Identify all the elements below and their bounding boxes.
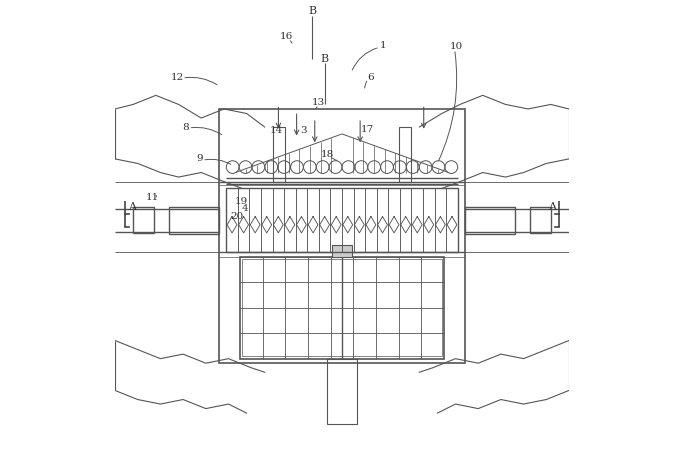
Text: 20: 20	[230, 212, 244, 221]
Text: 8: 8	[182, 123, 189, 132]
Text: 16: 16	[280, 32, 293, 41]
Text: 17: 17	[360, 125, 373, 134]
Bar	[326, 359, 358, 424]
Text: A: A	[129, 202, 136, 212]
Bar	[530, 207, 551, 233]
Text: 3: 3	[300, 126, 307, 135]
Bar	[332, 245, 352, 257]
Text: 18: 18	[321, 150, 334, 159]
Text: 10: 10	[450, 42, 464, 51]
Text: 11: 11	[146, 193, 159, 202]
Bar	[133, 207, 154, 233]
Text: B: B	[321, 54, 329, 64]
Text: 13: 13	[312, 98, 325, 107]
Text: 12: 12	[171, 73, 184, 82]
Bar	[273, 127, 285, 182]
Text: 14: 14	[270, 126, 283, 135]
Text: 1: 1	[380, 41, 386, 50]
Bar	[464, 207, 514, 234]
Bar	[170, 207, 220, 234]
Text: B: B	[308, 6, 317, 16]
Bar	[226, 188, 458, 252]
Text: 9: 9	[196, 154, 203, 163]
Bar	[399, 127, 411, 182]
Text: A: A	[548, 202, 555, 212]
Bar	[220, 109, 464, 363]
Bar	[240, 257, 444, 359]
Text: 4: 4	[242, 204, 248, 213]
Text: 6: 6	[367, 73, 374, 82]
Text: 19: 19	[235, 197, 248, 206]
Bar	[242, 259, 442, 356]
